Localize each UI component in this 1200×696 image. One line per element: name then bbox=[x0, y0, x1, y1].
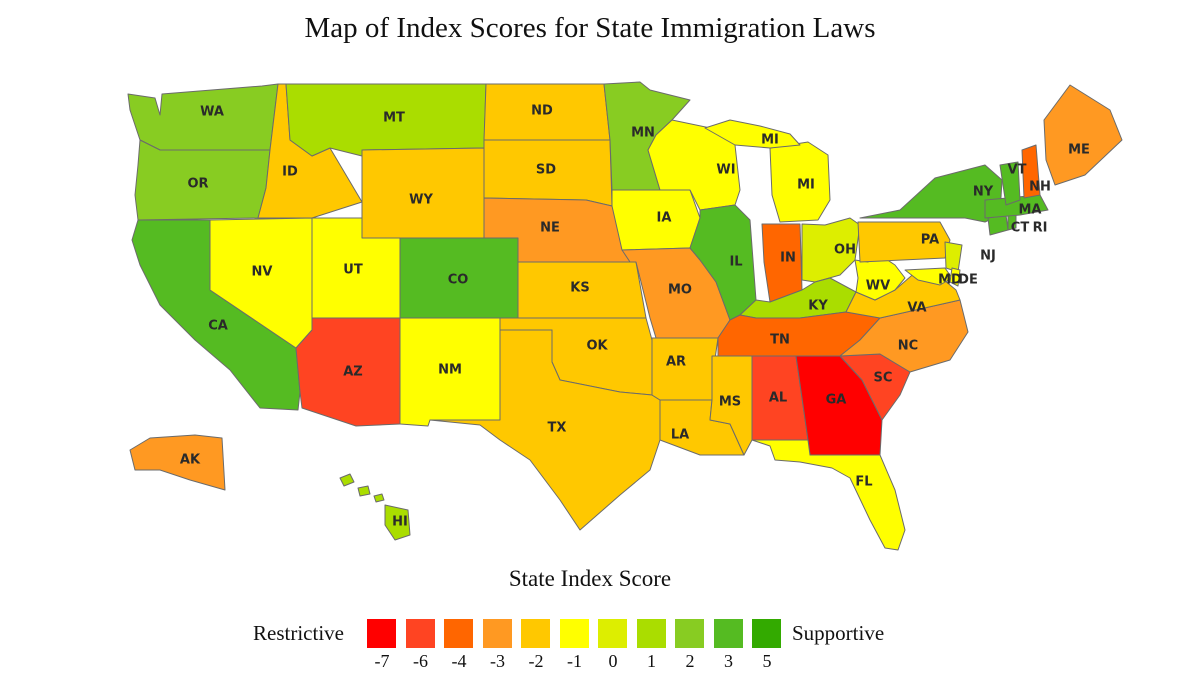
legend-swatch bbox=[521, 619, 550, 648]
legend-tick-label: 5 bbox=[762, 651, 772, 671]
state-label-va: VA bbox=[907, 301, 926, 316]
state-label-ms: MS bbox=[719, 395, 741, 410]
state-label-wv: WV bbox=[866, 279, 890, 294]
state-label-il: IL bbox=[729, 255, 742, 270]
state-label-al: AL bbox=[769, 391, 787, 406]
state-label-fl: FL bbox=[855, 475, 872, 490]
state-hi-island-2 bbox=[357, 485, 371, 497]
state-label-ri: RI bbox=[1033, 221, 1048, 236]
legend-swatch bbox=[559, 619, 589, 648]
state-label-ga: GA bbox=[826, 393, 847, 408]
state-label-nd: ND bbox=[531, 104, 553, 119]
legend-tick-label: 3 bbox=[724, 651, 733, 671]
legend-tick-label: -6 bbox=[413, 651, 428, 671]
state-label-mo: MO bbox=[668, 283, 692, 298]
us-choropleth-map: WA OR CA ID NV MT WY UT AZ CO NM ND SD NE KS OK TX MN IA MO… bbox=[127, 81, 1123, 551]
legend-tick-label: -2 bbox=[528, 651, 544, 671]
state-label-la: LA bbox=[671, 428, 689, 443]
legend-tick-label: 2 bbox=[685, 651, 695, 671]
legend-supportive-label: Supportive bbox=[792, 621, 885, 645]
legend-swatch bbox=[636, 619, 666, 648]
legend-tick-label: 0 bbox=[608, 651, 618, 671]
legend-swatch bbox=[405, 619, 435, 648]
state-label-ny: NY bbox=[973, 185, 994, 200]
state-label-hi: HI bbox=[392, 515, 408, 530]
state-label-wi: WI bbox=[716, 163, 735, 178]
legend-swatch bbox=[367, 619, 396, 648]
state-ct bbox=[987, 214, 1009, 236]
state-label-pa: PA bbox=[921, 233, 939, 248]
state-label-ma: MA bbox=[1019, 203, 1042, 218]
state-label-md: MD bbox=[938, 273, 962, 288]
state-mi-upper-peninsula bbox=[704, 119, 801, 149]
state-label-nj: NJ bbox=[980, 249, 996, 264]
state-tx bbox=[429, 329, 661, 531]
state-nh bbox=[1021, 144, 1041, 199]
legend-swatch bbox=[675, 619, 704, 648]
legend-title: State Index Score bbox=[508, 566, 672, 591]
state-label-co: CO bbox=[448, 273, 469, 288]
state-label-ia: IA bbox=[657, 211, 672, 226]
state-fl bbox=[751, 439, 906, 551]
legend-swatch bbox=[444, 619, 473, 648]
map-title: Map of Index Scores for State Immigratio… bbox=[304, 12, 876, 44]
state-label-mt: MT bbox=[383, 111, 405, 126]
state-md bbox=[904, 267, 953, 286]
state-label-az: AZ bbox=[343, 365, 363, 380]
state-hi-island-3 bbox=[373, 493, 385, 503]
legend-swatch bbox=[482, 619, 512, 648]
state-label-ut: UT bbox=[343, 263, 363, 278]
state-de bbox=[949, 267, 961, 287]
state-hi bbox=[384, 504, 411, 541]
state-label-ca: CA bbox=[208, 319, 228, 334]
state-label-nv: NV bbox=[252, 265, 273, 280]
state-label-ks: KS bbox=[570, 281, 589, 296]
state-nc bbox=[839, 299, 969, 373]
state-label-ak: AK bbox=[180, 453, 201, 468]
legend-swatch bbox=[598, 619, 627, 648]
state-ny bbox=[859, 164, 1003, 223]
state-label-mi: MI bbox=[797, 178, 815, 193]
state-label-sc: SC bbox=[874, 371, 893, 386]
legend-tick-label: 1 bbox=[647, 651, 656, 671]
state-hi-island-1 bbox=[339, 473, 355, 487]
state-label-mn: MN bbox=[631, 126, 655, 141]
state-label-or: OR bbox=[187, 177, 208, 192]
state-label-nh: NH bbox=[1029, 180, 1051, 195]
state-label-wa: WA bbox=[200, 105, 224, 120]
legend-tick-label: -4 bbox=[451, 651, 467, 671]
state-label-ar: AR bbox=[666, 355, 686, 370]
state-me bbox=[1043, 84, 1123, 186]
state-vt bbox=[999, 161, 1021, 206]
state-label-ne: NE bbox=[540, 221, 560, 236]
state-label-nm: NM bbox=[438, 363, 462, 378]
state-label-oh: OH bbox=[834, 243, 856, 258]
state-label-de: DE bbox=[958, 273, 978, 288]
state-label-vt: VT bbox=[1008, 163, 1027, 178]
state-label-wy: WY bbox=[409, 193, 433, 208]
state-mi bbox=[769, 141, 831, 223]
state-label-ct: CT bbox=[1011, 221, 1030, 236]
state-label-tx: TX bbox=[548, 421, 567, 436]
legend-restrictive-label: Restrictive bbox=[253, 621, 344, 645]
state-label-ok: OK bbox=[586, 339, 608, 354]
legend-swatch bbox=[713, 619, 743, 648]
state-nj bbox=[944, 241, 963, 273]
state-label-me: ME bbox=[1068, 143, 1090, 158]
state-label-nc: NC bbox=[898, 339, 918, 354]
state-label-sd: SD bbox=[536, 163, 556, 178]
legend-tick-label: -1 bbox=[567, 651, 582, 671]
legend-swatch bbox=[752, 619, 781, 648]
legend-tick-label: -7 bbox=[374, 651, 390, 671]
state-ak bbox=[129, 434, 226, 491]
state-label-in: IN bbox=[780, 251, 796, 266]
state-label-id: ID bbox=[282, 165, 298, 180]
state-label-tn: TN bbox=[770, 333, 790, 348]
legend-tick-label: -3 bbox=[490, 651, 505, 671]
state-label-ky: KY bbox=[808, 299, 828, 314]
state-label-mi-upper: MI bbox=[761, 133, 779, 148]
legend: Restrictive -7 -6 -4 -3 -2 -1 0 1 2 3 5 Supportive bbox=[0, 617, 1200, 677]
